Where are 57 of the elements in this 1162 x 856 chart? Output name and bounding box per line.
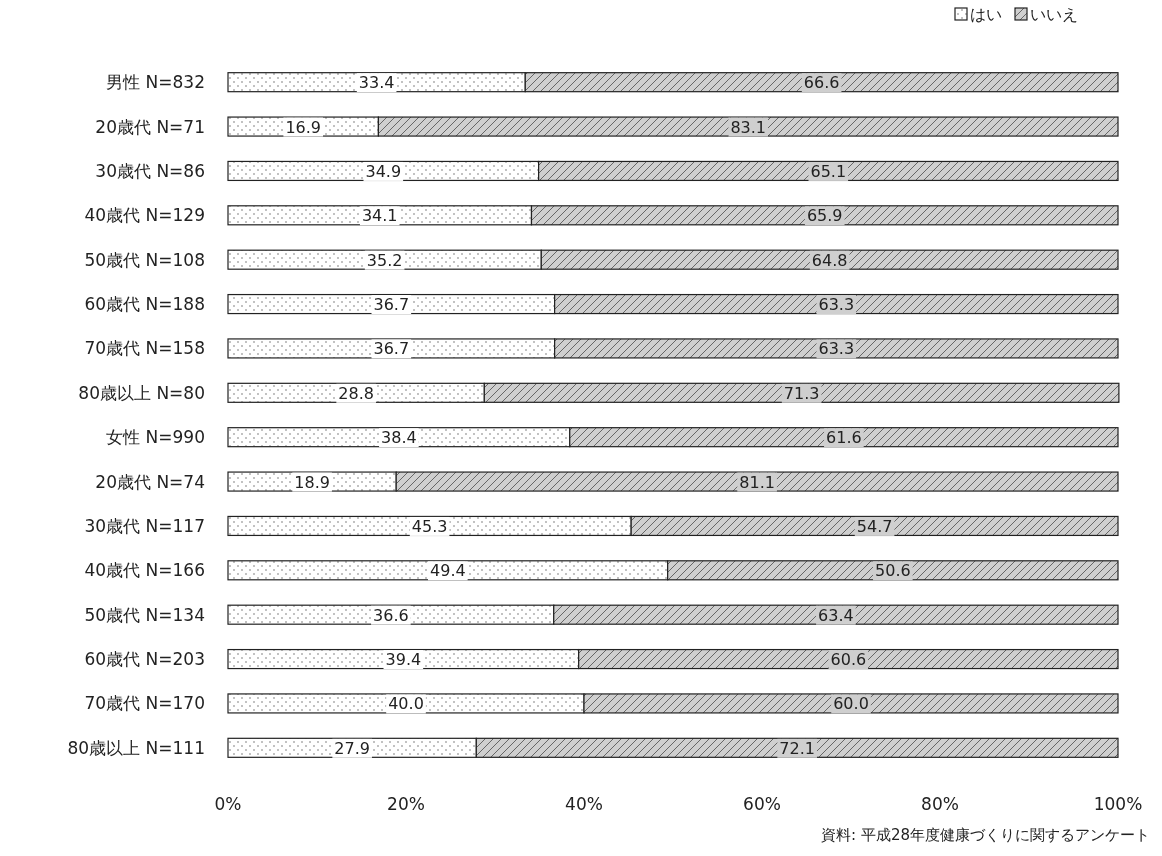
data-label: 16.9 xyxy=(285,117,322,137)
data-label: 63.3 xyxy=(818,339,855,359)
x-tick-label: 100% xyxy=(1093,794,1143,814)
data-label: 50.6 xyxy=(875,561,911,581)
data-label: 28.8 xyxy=(338,383,374,403)
y-tick-label: 女性 N=990 xyxy=(106,427,205,448)
data-label: 33.4 xyxy=(358,73,395,93)
legend-label: はい xyxy=(970,5,1002,24)
y-tick-label: 60歳代 N=188 xyxy=(84,294,205,315)
data-label: 39.4 xyxy=(385,650,422,670)
data-label: 36.6 xyxy=(373,605,409,625)
data-label: 60.0 xyxy=(833,694,869,714)
data-label: 63.3 xyxy=(818,295,855,315)
data-label: 49.4 xyxy=(430,561,466,581)
data-label: 71.3 xyxy=(783,383,820,403)
data-label: 38.4 xyxy=(381,428,417,448)
data-label: 66.6 xyxy=(803,73,840,93)
data-label: 36.7 xyxy=(373,295,410,315)
y-tick-label: 60歳代 N=203 xyxy=(84,649,205,670)
y-tick-label: 50歳代 N=134 xyxy=(84,604,205,625)
y-tick-label: 40歳代 N=129 xyxy=(84,205,205,226)
data-label: 40.0 xyxy=(388,694,424,714)
y-tick-label: 70歳代 N=170 xyxy=(84,693,205,714)
y-tick-label: 30歳代 N=117 xyxy=(84,515,205,536)
y-tick-label: 40歳代 N=166 xyxy=(84,560,205,581)
data-label: 54.7 xyxy=(856,516,893,536)
data-label: 63.4 xyxy=(818,605,854,625)
data-label: 27.9 xyxy=(334,738,370,758)
data-label: 65.1 xyxy=(810,161,847,181)
y-tick-label: 80歳以上 N=111 xyxy=(67,737,205,758)
data-label: 45.3 xyxy=(411,516,448,536)
x-tick-label: 40% xyxy=(565,794,603,814)
data-label: 34.1 xyxy=(361,206,398,226)
data-label: 36.7 xyxy=(373,339,410,359)
x-tick-label: 20% xyxy=(387,794,425,814)
data-label: 64.8 xyxy=(811,250,848,270)
data-label: 34.9 xyxy=(365,161,402,181)
x-tick-label: 60% xyxy=(743,794,781,814)
y-tick-label: 20歳代 N=71 xyxy=(95,116,205,137)
y-tick-label: 50歳代 N=108 xyxy=(84,249,205,270)
y-tick-label: 20歳代 N=74 xyxy=(95,471,205,492)
data-label: 60.6 xyxy=(830,650,867,670)
data-label: 81.1 xyxy=(739,472,775,492)
y-tick-label: 70歳代 N=158 xyxy=(84,338,205,359)
data-label: 65.9 xyxy=(806,206,843,226)
y-tick-label: 80歳以上 N=80 xyxy=(78,382,205,403)
x-tick-label: 80% xyxy=(921,794,959,814)
y-tick-label: 30歳代 N=86 xyxy=(95,160,205,181)
data-label: 18.9 xyxy=(294,472,330,492)
data-label: 61.6 xyxy=(826,428,862,448)
text: 資料: 平成28年度健康づくりに関するアンケート xyxy=(821,826,1150,844)
data-label: 72.1 xyxy=(779,738,815,758)
data-label: 35.2 xyxy=(366,250,403,270)
legend-label: いいえ xyxy=(1030,5,1078,24)
data-label: 83.1 xyxy=(730,117,767,137)
x-tick-label: 0% xyxy=(214,794,242,814)
y-tick-label: 男性 N=832 xyxy=(106,72,205,93)
